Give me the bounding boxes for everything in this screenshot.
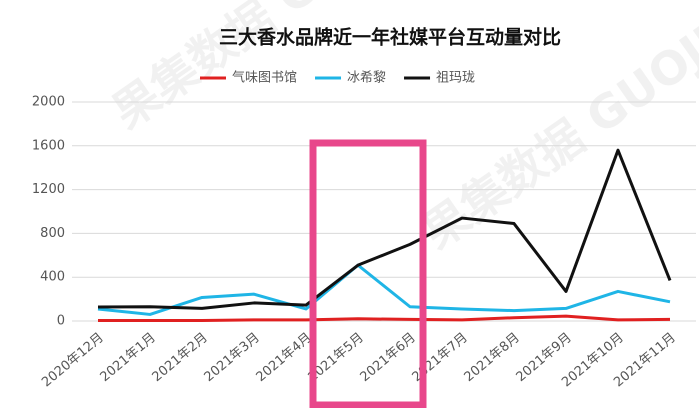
series-line	[98, 314, 671, 322]
x-tick-label: 2021年6月	[358, 330, 419, 385]
x-tick-label: 2021年1月	[98, 330, 159, 385]
series-line	[97, 263, 671, 316]
legend-label: 冰希黎	[347, 71, 386, 86]
x-tick-label: 2021年7月	[410, 330, 471, 385]
x-tick-label: 2021年3月	[202, 330, 263, 385]
y-tick-label: 0	[57, 314, 65, 329]
x-tick-label: 2021年2月	[150, 330, 211, 385]
y-tick-label: 2000	[32, 95, 65, 110]
legend: 气味图书馆 冰希黎 祖玛珑	[200, 70, 475, 86]
series-line	[97, 148, 672, 310]
chart-title: 三大香水品牌近一年社媒平台互动量对比	[219, 26, 561, 49]
legend-label: 气味图书馆	[232, 70, 297, 86]
y-tick-label: 1600	[32, 138, 65, 153]
x-tick-label: 2020年12月	[39, 330, 107, 390]
x-tick-label: 2021年4月	[254, 330, 315, 385]
y-tick-label: 800	[40, 226, 65, 241]
y-tick-label: 400	[40, 270, 65, 285]
y-tick-label: 1200	[32, 182, 65, 197]
highlight-box	[309, 139, 427, 408]
legend-label: 祖玛珑	[436, 71, 475, 86]
x-tick-label: 2021年8月	[462, 330, 523, 385]
